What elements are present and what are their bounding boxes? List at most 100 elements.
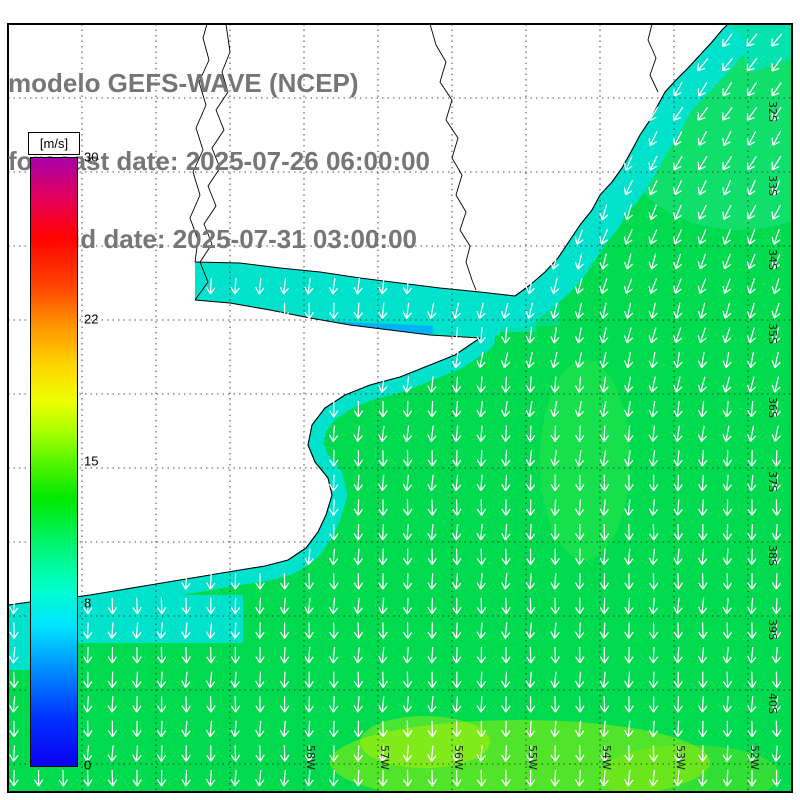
wave-arrow	[205, 622, 216, 639]
wave-arrow	[746, 57, 758, 72]
wave-arrow	[525, 573, 536, 590]
wave-arrow	[747, 769, 757, 787]
wave-arrow	[746, 179, 756, 196]
wave-arrow	[107, 646, 118, 664]
wave-arrow	[624, 573, 634, 590]
wave-arrow	[697, 327, 707, 344]
wave-arrow	[698, 745, 708, 762]
wave-arrow	[476, 745, 486, 762]
wave-arrow	[771, 671, 782, 688]
wave-arrow	[132, 745, 142, 762]
wave-arrow	[329, 450, 339, 467]
wave-arrow	[673, 597, 683, 615]
wave-arrow	[255, 671, 265, 688]
wave-arrow	[623, 204, 633, 221]
title-block: modelo GEFS-WAVE (NCEP) forecast date: 2…	[8, 18, 430, 304]
wave-arrow	[550, 622, 560, 639]
wave-arrow	[623, 229, 633, 245]
wave-arrow	[673, 499, 683, 516]
rivers-and-borders	[189, 23, 659, 301]
wave-arrow	[648, 769, 659, 787]
wave-arrow	[648, 696, 659, 713]
wave-arrow	[328, 597, 339, 615]
wave-arrow	[304, 769, 314, 787]
colorbar-units-label: [m/s]	[28, 132, 80, 155]
wave-arrow	[771, 400, 782, 418]
forecast-date-line: forecast date: 2025-07-26 06:00:00	[8, 146, 431, 176]
wave-arrow	[673, 229, 683, 245]
wave-arrow	[599, 548, 609, 565]
wave-arrow	[378, 474, 388, 492]
wave-arrow	[402, 302, 412, 319]
wave-arrow	[378, 769, 388, 787]
wave-arrow	[771, 646, 782, 664]
wave-arrow	[673, 278, 682, 294]
wave-arrow	[746, 204, 757, 220]
wave-arrow	[501, 327, 511, 344]
lon-label: 57W	[378, 745, 391, 770]
wave-arrow	[574, 548, 585, 565]
wave-arrow	[722, 155, 733, 171]
wave-arrow	[624, 745, 634, 762]
wave-arrow	[574, 769, 585, 787]
wave-arrow	[697, 474, 708, 492]
wave-arrow	[673, 745, 683, 762]
wave-arrow	[648, 597, 659, 615]
wave-arrow	[353, 745, 364, 762]
wave-arrow	[624, 720, 634, 738]
wave-arrow	[697, 155, 708, 171]
wave-arrow	[624, 671, 634, 688]
wave-arrow	[476, 425, 486, 442]
wave-arrow	[501, 745, 511, 762]
wave-arrow	[476, 376, 486, 393]
wave-arrow	[771, 229, 781, 245]
lon-label: 55W	[526, 745, 539, 770]
wave-arrow	[329, 622, 339, 639]
lon-label: 53W	[674, 745, 687, 770]
wave-arrow	[452, 646, 462, 664]
lon-label: 58W	[304, 745, 317, 770]
wave-arrow	[525, 499, 536, 516]
wave-arrow	[747, 523, 757, 541]
wave-arrow	[451, 474, 462, 492]
wave-arrow	[329, 523, 339, 541]
wave-arrow	[230, 277, 240, 295]
wave-arrow	[402, 745, 413, 762]
wave-direction-arrows	[9, 33, 783, 787]
wave-arrow	[746, 376, 757, 393]
wave-arrow	[427, 646, 437, 664]
estuary-mouth-patch-2	[536, 300, 560, 326]
wave-arrow	[402, 646, 413, 664]
wave-arrow	[550, 573, 560, 590]
wave-arrow	[721, 33, 733, 47]
wave-arrow	[771, 573, 782, 590]
lat-label: 38S	[766, 545, 779, 566]
wave-arrow	[181, 720, 191, 738]
wave-arrow	[452, 450, 462, 467]
wave-arrow	[476, 400, 486, 418]
wave-arrow	[525, 745, 536, 762]
wave-arrow	[697, 180, 707, 196]
wave-arrow	[599, 523, 610, 541]
wave-arrow	[771, 499, 782, 516]
wave-arrow	[353, 573, 364, 590]
wave-arrow	[698, 720, 708, 738]
wave-arrow	[329, 573, 339, 590]
wave-arrow	[476, 622, 486, 639]
wave-arrow	[353, 671, 364, 688]
wave-arrow	[624, 351, 634, 369]
wave-arrow	[771, 745, 782, 762]
lon-label: 56W	[452, 745, 465, 770]
wave-arrow	[501, 597, 511, 615]
wave-arrow	[328, 277, 339, 295]
south-coastline	[7, 299, 481, 606]
wave-arrow	[329, 400, 339, 418]
wave-arrow	[402, 622, 413, 639]
wave-arrow	[624, 376, 634, 393]
wave-arrow	[451, 622, 462, 639]
wave-arrow	[230, 696, 241, 713]
wave-arrow	[722, 671, 733, 688]
wave-arrow	[673, 180, 683, 196]
wave-arrow	[501, 769, 511, 787]
wave-arrow	[697, 107, 709, 121]
